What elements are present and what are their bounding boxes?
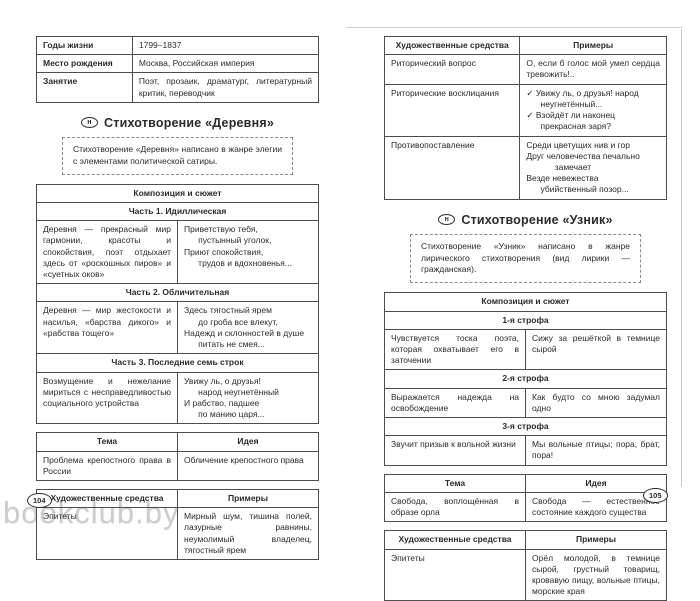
part-subheader: Часть 1. Идиллическая [36,201,319,222]
section-marker-icon: н [81,117,99,129]
stanza-description: Выражается надежда на освобождение [384,387,526,419]
info-label: Годы жизни [36,35,133,56]
theme-value: Свобода, воплощённая в образе орла [384,491,526,523]
genre-note: Стихотворение «Деревня» написано в жанре… [62,136,293,175]
part-description: Деревня — мир жестокости и насилья, «бар… [36,301,178,355]
table-row: Эпитеты Мирный шум, тишина полей, лазурн… [36,507,319,561]
table-row: Проблема крепостного права в России Обли… [36,450,319,482]
examples-column-header: Примеры [525,530,667,550]
composition-table: Композиция и сюжет 1-я строфа Чувствуетс… [384,292,667,466]
means-column-header: Художественные средства [384,530,526,550]
table-row: Звучит призыв к вольной жизни Мы вольные… [384,435,667,466]
info-label: Занятие [36,72,133,103]
part-quote: Увижу ль, о друзья! народ неугнетённый И… [177,371,319,425]
examples-column-header: Примеры [177,489,319,509]
table-row: Выражается надежда на освобождение Как б… [384,387,667,419]
theme-value: Проблема крепостного права в России [36,450,178,482]
table-row: Деревня — прекрасный мир гармонии, красо… [36,220,319,285]
means-name: Риторический вопрос [383,54,521,85]
table-row: Годы жизни 1799–1837 [36,35,320,56]
idea-column-header: Идея [177,432,319,452]
means-name: Эпитеты [36,507,178,561]
table-row: Занятие Поэт, прозаик, драматург, литера… [36,72,320,103]
composition-header: Композиция и сюжет [384,292,667,312]
part-quote: Здесь тягостный ярем до гроба все влекут… [177,301,319,355]
section-title-derevnya: н Стихотворение «Деревня» [36,116,319,130]
scan-edge-right [681,29,682,486]
idea-value: Обличение крепостного права [177,450,319,482]
theme-column-header: Тема [384,473,526,493]
part-subheader: Часть 2. Обличительная [36,283,319,303]
stanza-subheader: 3-я строфа [384,417,667,437]
means-name: Риторические восклицания [383,83,521,137]
theme-idea-table: Тема Идея Свобода, воплощённая в образе … [384,473,667,523]
artistic-means-table: Художественные средства Примеры Эпитеты … [384,530,667,601]
means-name: Противопоставление [383,135,521,200]
theme-column-header: Тема [36,432,178,452]
section-title-text: Стихотворение «Деревня» [104,115,274,130]
table-row: Риторические восклицания ✓ Увижу ль, о д… [383,83,667,137]
theme-idea-table: Тема Идея Проблема крепостного права в Р… [36,432,319,482]
means-column-header: Художественные средства [36,489,178,509]
scan-edge-top [346,27,682,28]
artistic-means-table-continued: Художественные средства Примеры Риториче… [383,35,667,200]
section-title-text: Стихотворение «Узник» [461,212,613,227]
part-description: Возмущение и нежелание мириться с неспра… [36,371,178,425]
book-spread: { "watermark": "bookclub.by", "left_page… [3,27,682,601]
stanza-description: Чувствуется тоска поэта, которая охватыв… [384,328,526,371]
author-info-table: Годы жизни 1799–1837 Место рождения Моск… [36,35,320,103]
means-example: Орёл молодой, в темнице сырой, грустный … [525,548,667,601]
part-quote: Приветствую тебя, пустынный уголок, Прию… [177,220,319,285]
means-example: ✓ Увижу ль, о друзья! народ неугнетённый… [519,83,667,137]
table-row: Эпитеты Орёл молодой, в темнице сырой, г… [384,548,667,601]
table-row: Риторический вопрос О, если б голос мой … [383,54,667,85]
part-description: Деревня — прекрасный мир гармонии, красо… [36,220,178,285]
stanza-quote: Как будто со мною задумал одно [525,387,667,419]
stanza-description: Звучит призыв к вольной жизни [384,435,526,466]
means-example: Среди цветущих нив и гор Друг человечест… [519,135,667,200]
stanza-subheader: 2-я строфа [384,369,667,389]
section-title-uznik: н Стихотворение «Узник» [384,213,667,227]
left-page: Годы жизни 1799–1837 Место рождения Моск… [36,35,320,561]
examples-column-header: Примеры [519,35,667,56]
composition-table: Композиция и сюжет Часть 1. Идиллическая… [36,183,319,425]
stanza-quote: Мы вольные птицы; пора, брат, пора! [525,435,667,466]
composition-header: Композиция и сюжет [36,183,319,203]
means-example: Мирный шум, тишина полей, лазурные равни… [177,507,319,561]
table-row: Свобода, воплощённая в образе орла Свобо… [384,491,667,523]
table-row: Возмущение и нежелание мириться с неспра… [36,371,319,425]
page-number-right: 105 [643,488,668,503]
info-label: Место рождения [36,54,133,74]
page-number-left: 104 [27,493,52,508]
stanza-quote: Сижу за решёткой в темнице сырой [525,328,667,371]
info-value: Поэт, прозаик, драматург, литературный к… [131,72,320,103]
means-column-header: Художественные средства [383,35,521,56]
part-subheader: Часть 3. Последние семь строк [36,353,319,373]
right-page: Художественные средства Примеры Риториче… [383,35,667,601]
genre-note: Стихотворение «Узник» написано в жанре л… [410,233,641,284]
table-row: Деревня — мир жестокости и насилья, «бар… [36,301,319,355]
stanza-subheader: 1-я строфа [384,310,667,330]
means-example: О, если б голос мой умел сердца тревожит… [519,54,667,85]
means-name: Эпитеты [384,548,526,601]
table-row: Место рождения Москва, Российская импери… [36,54,320,74]
info-value: 1799–1837 [131,35,320,56]
table-row: Противопоставление Среди цветущих нив и … [383,135,667,200]
info-value: Москва, Российская империя [131,54,320,74]
table-row: Чувствуется тоска поэта, которая охватыв… [384,328,667,371]
section-marker-icon: н [438,213,456,225]
artistic-means-table: Художественные средства Примеры Эпитеты … [36,489,319,561]
